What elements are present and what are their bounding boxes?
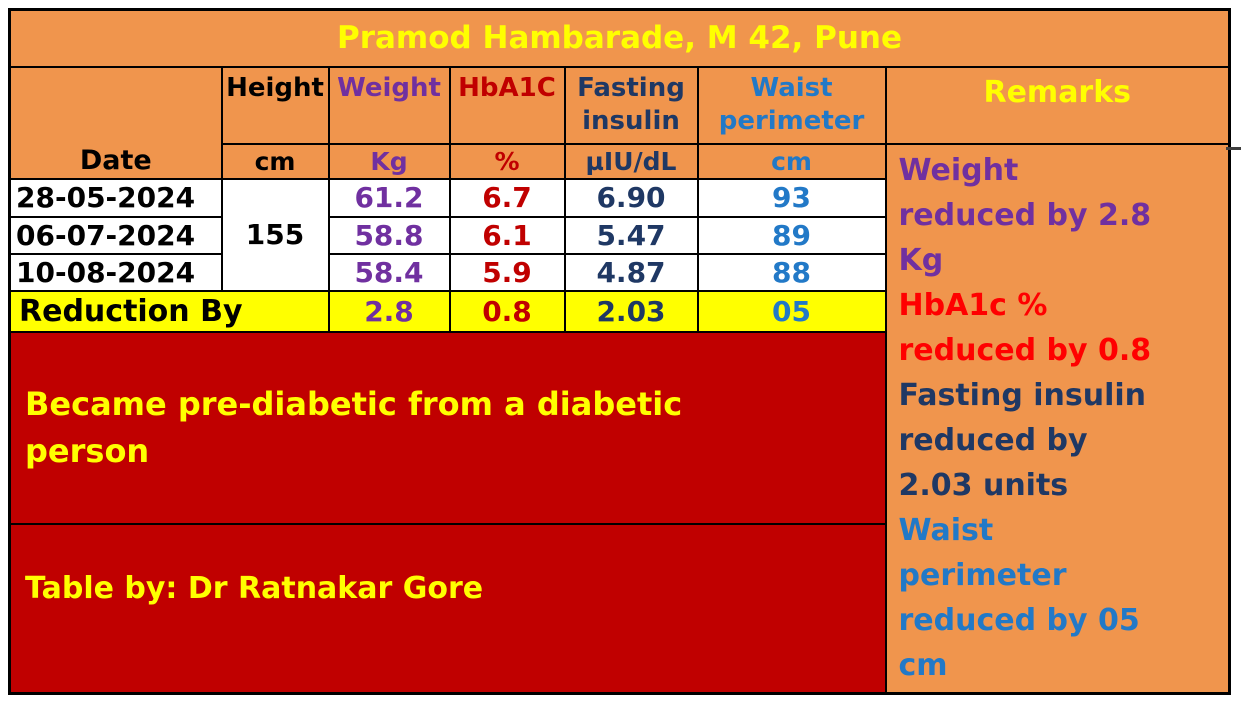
cell-weight-2: 58.4 bbox=[327, 252, 451, 292]
reduction-hba1c: 0.8 bbox=[448, 289, 566, 333]
cell-date-1: 06-07-2024 bbox=[8, 215, 223, 255]
cell-waist-2: 88 bbox=[696, 252, 887, 292]
diagnosis-banner: Became pre-diabetic from a diabetic pers… bbox=[8, 330, 887, 525]
unit-weight-kg: Kg bbox=[327, 142, 451, 180]
cell-weight-1: 58.8 bbox=[327, 215, 451, 255]
cell-fasting-1: 5.47 bbox=[563, 215, 699, 255]
cell-date-2: 10-08-2024 bbox=[8, 252, 223, 292]
table-row: 10-08-2024 58.4 5.9 4.87 88 bbox=[8, 252, 1230, 292]
col-header-weight: Weight bbox=[327, 65, 451, 145]
row-divider-tick bbox=[1226, 147, 1241, 150]
cell-hba1c-0: 6.7 bbox=[448, 177, 566, 218]
remark-hba1c-reduction: HbA1c % reduced by 0.8 bbox=[898, 287, 1152, 368]
col-header-fasting-insulin: Fasting insulin bbox=[563, 65, 699, 145]
table-row: 28-05-2024 155 61.2 6.7 6.90 93 bbox=[8, 177, 1230, 292]
col-header-waist-perimeter: Waist perimeter bbox=[696, 65, 887, 145]
credit-banner: Table by: Dr Ratnakar Gore bbox=[8, 522, 887, 695]
remark-weight-reduction: Weight reduced by 2.8 Kg bbox=[898, 152, 1152, 278]
remarks-panel: Weight reduced by 2.8 Kg HbA1c % reduced… bbox=[884, 142, 1231, 695]
reduction-waist: 05 bbox=[696, 289, 887, 333]
reduction-label: Reduction By bbox=[8, 289, 330, 333]
remark-fasting-insulin-reduction: Fasting insulin reduced by 2.03 units bbox=[898, 377, 1147, 503]
col-header-remarks: Remarks bbox=[884, 65, 1231, 145]
unit-waist-cm: cm bbox=[696, 142, 887, 180]
cell-weight-0: 61.2 bbox=[327, 177, 451, 218]
patient-title: Pramod Hambarade, M 42, Pune bbox=[8, 8, 1231, 68]
col-header-hba1c: HbA1C bbox=[448, 65, 566, 145]
cell-fasting-0: 6.90 bbox=[563, 177, 699, 218]
table-row: 06-07-2024 58.8 6.1 5.47 89 bbox=[8, 215, 1230, 255]
cell-hba1c-1: 6.1 bbox=[448, 215, 566, 255]
reduction-weight: 2.8 bbox=[327, 289, 451, 333]
col-header-date: Date bbox=[8, 65, 223, 180]
cell-height-merged: 155 bbox=[220, 177, 330, 292]
col-header-height: Height bbox=[220, 65, 330, 145]
unit-fasting-insulin: µIU/dL bbox=[563, 142, 699, 180]
cell-waist-1: 89 bbox=[696, 215, 887, 255]
unit-height-cm: cm bbox=[220, 142, 330, 180]
cell-waist-0: 93 bbox=[696, 177, 887, 218]
reduction-row: Reduction By 2.8 0.8 2.03 05 bbox=[8, 289, 1230, 333]
cell-date-0: 28-05-2024 bbox=[8, 177, 223, 218]
reduction-fasting: 2.03 bbox=[563, 289, 699, 333]
patient-progress-table: Pramod Hambarade, M 42, Pune Date Height… bbox=[8, 8, 1232, 695]
cell-fasting-2: 4.87 bbox=[563, 252, 699, 292]
cell-hba1c-2: 5.9 bbox=[448, 252, 566, 292]
remark-waist-reduction: Waist perimeter reduced by 05 cm bbox=[898, 512, 1140, 683]
unit-hba1c-percent: % bbox=[448, 142, 566, 180]
